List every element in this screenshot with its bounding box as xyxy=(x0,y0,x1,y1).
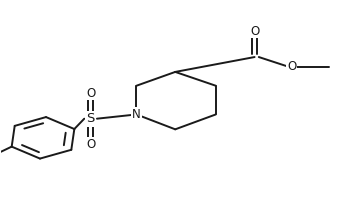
Text: O: O xyxy=(287,60,296,73)
Text: O: O xyxy=(86,87,95,100)
Text: O: O xyxy=(250,25,259,38)
Text: N: N xyxy=(132,108,141,121)
Text: O: O xyxy=(86,138,95,151)
Text: S: S xyxy=(86,112,95,125)
